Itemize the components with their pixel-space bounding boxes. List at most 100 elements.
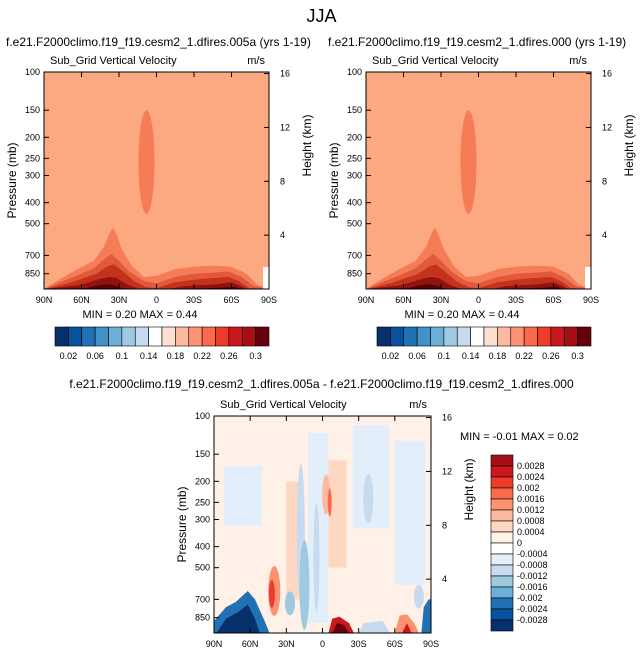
y-right-tick-label: 4 [442, 574, 447, 584]
colorbar-swatch [215, 326, 230, 347]
colorbar-swatch [490, 476, 514, 489]
plot-axes-2: Sub_Grid Vertical Velocity m/s 90N 60N 30N 0 3… [175, 399, 476, 649]
colorbar-swatch [94, 326, 109, 347]
colorbar-label: 0.22 [515, 351, 533, 361]
y-right-axis-label: Height (km) [462, 458, 476, 520]
y-right-tick-label: 4 [280, 230, 285, 240]
colorbar-swatch [403, 326, 418, 347]
surface-blue-core [216, 604, 260, 633]
y-right-tick-label: 16 [280, 69, 290, 79]
x-tick-label: 30S [351, 639, 367, 649]
colorbar-swatch [577, 326, 592, 347]
y-tick-label: 500 [347, 219, 362, 229]
colorbar-swatch [483, 326, 498, 347]
colorbar-swatch [148, 326, 163, 347]
blue-streak [413, 584, 424, 609]
y-tick-label: 200 [25, 132, 40, 142]
surface-blue-anomaly [421, 599, 431, 633]
colorbar-label: 0.0004 [517, 527, 545, 537]
colorbar-swatch [255, 326, 270, 347]
panel-bottom-title: f.e21.F2000climo.f19_f19.cesm2_1.dfires.… [69, 377, 574, 391]
x-tick-label: 90N [36, 295, 53, 305]
colorbar-label: 0.02 [60, 351, 78, 361]
y-right-tick-label: 8 [602, 176, 607, 186]
x-tick-label: 60N [242, 639, 259, 649]
y-tick-label: 700 [195, 594, 210, 604]
colorbar-label: 0.14 [462, 351, 480, 361]
blue-streak [299, 539, 310, 630]
x-tick-label: 60N [73, 295, 90, 305]
colorbar-swatch [490, 597, 514, 610]
surface-blue-anomaly [358, 620, 391, 633]
colorbar-swatch [563, 326, 578, 347]
y-tick-label: 250 [25, 153, 40, 163]
colorbar-swatch [490, 498, 514, 511]
x-tick-label: 60S [545, 295, 561, 305]
y-tick-label: 100 [195, 411, 210, 421]
colorbar-label: 0.0024 [517, 472, 545, 482]
x-tick-label: 90S [583, 295, 599, 305]
bottom-minmax-label: MIN = -0.01 MAX = 0.02 [460, 431, 579, 443]
y-right-tick-label: 16 [602, 69, 612, 79]
colorbar-swatch [550, 326, 565, 347]
colorbar-label: 0.002 [517, 483, 540, 493]
colorbar-swatch [490, 608, 514, 621]
missing-data-strip [585, 267, 591, 289]
surface-red-core [332, 623, 350, 633]
colorbar-swatch [81, 326, 96, 347]
colorbar-label: 0.3 [249, 351, 262, 361]
colorbar-swatch [510, 326, 525, 347]
y-tick-label: 200 [195, 476, 210, 486]
colorbar-label: 0.14 [140, 351, 158, 361]
x-tick-label: 30N [111, 295, 128, 305]
colorbar-swatch [470, 326, 485, 347]
x-tick-label: 90N [358, 295, 375, 305]
colorbar-swatch [121, 326, 136, 347]
colorbar-label: 0.26 [542, 351, 560, 361]
plot-subtitle: Sub_Grid Vertical Velocity [372, 55, 499, 67]
y-axis-label: Pressure (mb) [5, 142, 19, 218]
y-tick-label: 300 [195, 515, 210, 525]
colorbar-swatch [456, 326, 471, 347]
colorbar-label: 0.0016 [517, 494, 545, 504]
y-right-tick-label: 12 [442, 466, 452, 476]
colorbar-swatch [490, 586, 514, 599]
colorbar-swatch [490, 531, 514, 544]
colorbar-label: 0.1 [438, 351, 451, 361]
y-tick-label: 150 [347, 105, 362, 115]
plot-axes-0: Sub_Grid Vertical Velocity m/s 90N 60N 30N 0 3… [5, 55, 314, 305]
y-tick-label: 700 [347, 250, 362, 260]
field-background [366, 72, 591, 289]
y-axis-label: Pressure (mb) [327, 142, 341, 218]
colorbar-label: 0.26 [220, 351, 238, 361]
climo-field-0 [44, 72, 269, 289]
colorbar-label: 0.02 [382, 351, 400, 361]
plot-axes-1: Sub_Grid Vertical Velocity m/s 90N 60N 30N 0 3… [327, 55, 636, 305]
y-tick-label: 850 [347, 269, 362, 279]
blue-streak [284, 591, 295, 616]
page-title: JJA [306, 6, 337, 26]
y-right-tick-label: 4 [602, 230, 607, 240]
colorbar-label: -0.0016 [517, 582, 548, 592]
colorbar-swatch [490, 487, 514, 500]
colorbar-label: 0.1 [116, 351, 129, 361]
colorbar-swatch [443, 326, 458, 347]
y-tick-label: 400 [347, 198, 362, 208]
minmax-left: MIN = 0.20 MAX = 0.44 [83, 309, 198, 321]
diff-field [214, 416, 431, 633]
x-tick-label: 90N [206, 639, 223, 649]
y-tick-label: 700 [25, 250, 40, 260]
colorbar-swatch [490, 509, 514, 522]
missing-data-strip [263, 267, 269, 289]
upper-plume [460, 110, 477, 214]
colorbar-label: -0.0028 [517, 615, 548, 625]
x-tick-label: 60N [395, 295, 412, 305]
blue-streak [313, 502, 320, 613]
x-tick-label: 90S [261, 295, 277, 305]
plot-subtitle: Sub_Grid Vertical Velocity [220, 399, 347, 411]
colorbar-1: 0.02 0.06 0.1 0.14 0.18 0.22 0.26 0.3 [376, 326, 592, 361]
x-tick-label: 60S [387, 639, 403, 649]
climo-field-1 [366, 72, 591, 289]
colorbar-label: -0.0008 [517, 560, 548, 570]
